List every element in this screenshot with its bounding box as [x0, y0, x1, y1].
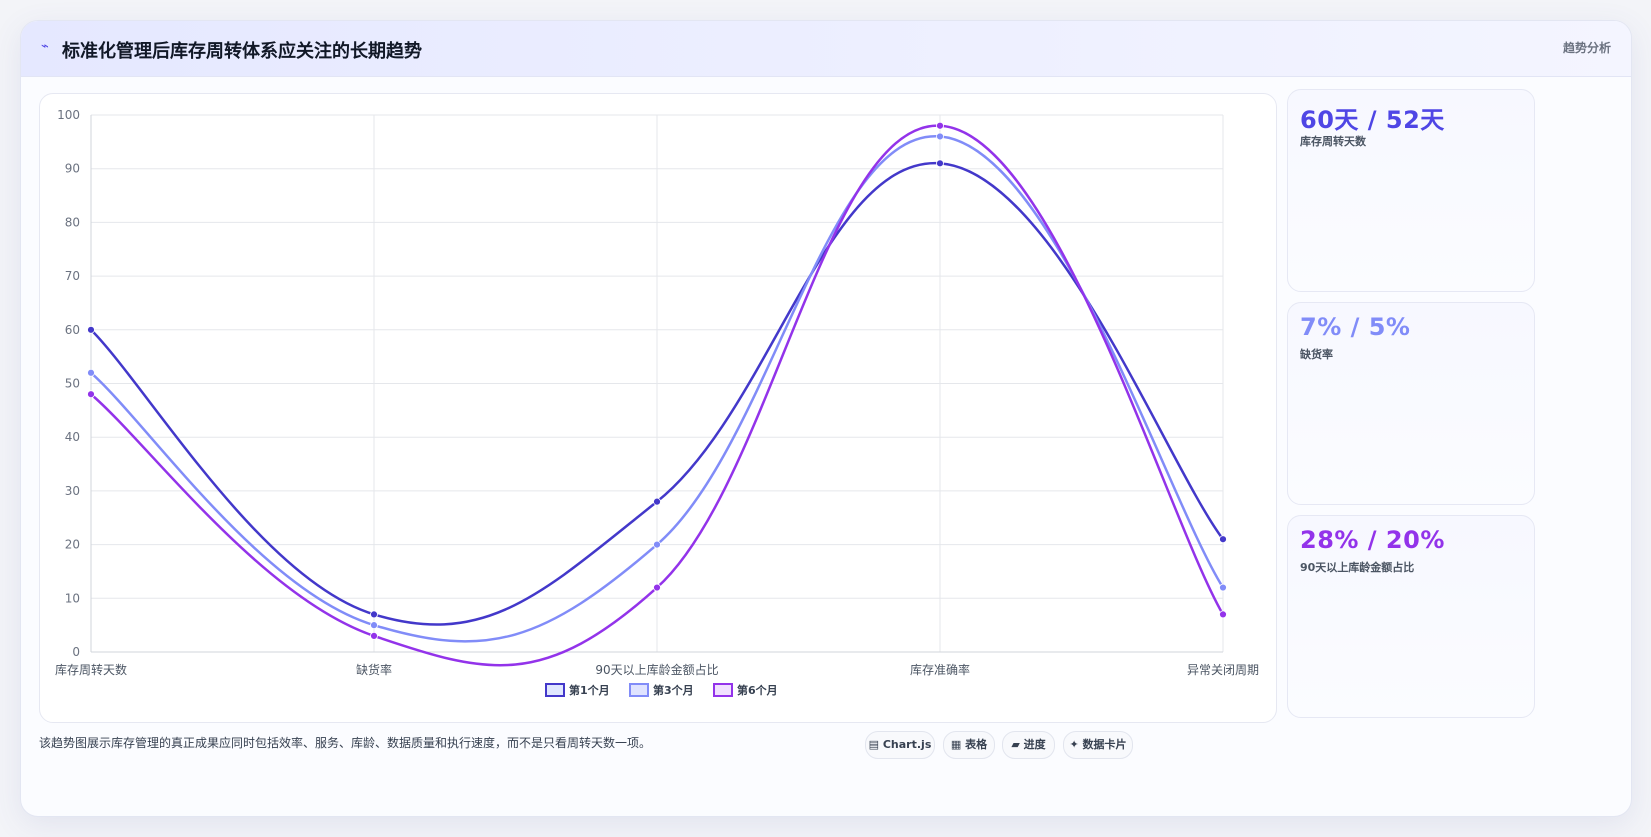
data-point	[936, 132, 944, 141]
series-line-1	[90, 162, 1224, 626]
y-tick-label: 90	[65, 162, 80, 176]
legend-swatch	[713, 683, 733, 697]
page-title: 标准化管理后库存周转体系应关注的长期趋势	[62, 41, 422, 62]
kpi-value: 7% / 5%	[1300, 313, 1411, 341]
y-tick-label: 0	[72, 645, 80, 659]
legend-label: 第6个月	[737, 683, 778, 697]
data-point	[370, 610, 378, 619]
series-line-3	[90, 124, 1225, 667]
data-point	[370, 621, 378, 630]
progress-icon: ▰	[1011, 738, 1020, 751]
x-tick-label: 90天以上库龄金额占比	[595, 662, 718, 677]
chart-footnote: 该趋势图展示库存管理的真正成果应同时包括效率、服务、库龄、数据质量和执行速度，而…	[39, 736, 652, 750]
table-icon: ▦	[950, 738, 962, 751]
chip-label: Chart.js	[882, 738, 932, 751]
chip-table[interactable]: ▦ 表格	[943, 731, 995, 759]
kpi-card-stockout-rate: 7% / 5% 缺货率	[1287, 302, 1535, 505]
kpi-label: 90天以上库龄金额占比	[1300, 561, 1415, 574]
data-point	[653, 540, 661, 549]
x-tick-label: 缺货率	[356, 662, 392, 677]
chip-label: 数据卡片	[1082, 738, 1127, 751]
legend-swatch	[545, 683, 565, 697]
chart-icon: ▤	[868, 738, 880, 751]
chip-progress[interactable]: ▰ 进度	[1002, 731, 1055, 759]
data-point	[1219, 535, 1227, 544]
y-tick-label: 80	[65, 215, 80, 229]
chip-label: 表格	[965, 738, 988, 751]
header-tag: 趋势分析	[1562, 41, 1611, 55]
data-point	[653, 497, 661, 506]
legend-label: 第3个月	[653, 683, 694, 697]
y-tick-label: 100	[57, 108, 80, 122]
data-point	[936, 159, 944, 168]
chart-card: 0 10 20 30 40 50 60 70 80 90 100 库存周转天数 缺货率 90天以上库龄金额…	[39, 93, 1277, 723]
x-tick-label: 异常关闭周期	[1187, 663, 1259, 677]
chip-chartjs[interactable]: ▤ Chart.js	[865, 731, 935, 759]
y-tick-label: 30	[65, 484, 80, 498]
legend-label: 第1个月	[569, 683, 610, 697]
chip-label: 进度	[1023, 738, 1046, 751]
data-point	[653, 583, 661, 592]
y-tick-label: 70	[65, 269, 80, 283]
line-chart: 0 10 20 30 40 50 60 70 80 90 100 库存周转天数 缺货率 90天以上库龄金额…	[55, 108, 1259, 697]
kpi-label: 库存周转天数	[1300, 135, 1366, 148]
x-tick-label: 库存周转天数	[55, 662, 127, 677]
kpi-value: 28% / 20%	[1300, 526, 1445, 554]
chip-data-card[interactable]: ✦ 数据卡片	[1063, 731, 1133, 759]
data-point	[936, 121, 944, 130]
y-tick-label: 60	[65, 323, 80, 337]
sparkle-icon: ✦	[1069, 738, 1079, 751]
panel-header: ⌁ 标准化管理后库存周转体系应关注的长期趋势 趋势分析	[21, 21, 1631, 77]
kpi-card-turnover-days: 60天 / 52天 库存周转天数	[1287, 89, 1535, 292]
kpi-value: 60天 / 52天	[1300, 106, 1445, 134]
y-tick-label: 50	[65, 377, 80, 391]
data-point	[370, 631, 378, 640]
data-point	[1219, 610, 1227, 619]
kpi-label: 缺货率	[1300, 348, 1333, 361]
y-tick-label: 20	[65, 538, 80, 552]
data-point	[1219, 583, 1227, 592]
y-tick-label: 10	[65, 591, 80, 605]
trend-line-icon: ⌁	[41, 39, 49, 54]
kpi-card-aged-inventory: 28% / 20% 90天以上库龄金额占比	[1287, 515, 1535, 718]
data-point	[87, 325, 95, 334]
dashboard-panel: ⌁ 标准化管理后库存周转体系应关注的长期趋势 趋势分析 0 10 20 30 40 50 6…	[20, 20, 1632, 817]
legend-swatch	[629, 683, 649, 697]
x-tick-label: 库存准确率	[910, 662, 970, 677]
y-tick-label: 40	[65, 430, 80, 444]
data-point	[87, 368, 95, 377]
data-point	[87, 390, 95, 399]
